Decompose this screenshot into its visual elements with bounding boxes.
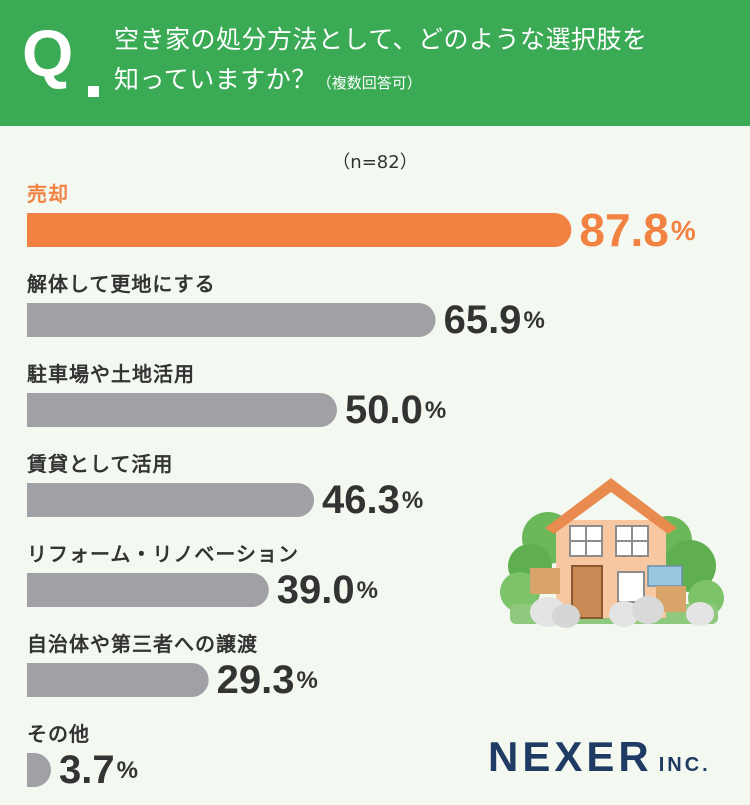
value-unit: % [523, 307, 544, 334]
value-number: 87.8 [579, 204, 669, 256]
category-label: その他 [27, 722, 90, 746]
value-label: 3.7% [59, 748, 138, 792]
value-label: 65.9% [444, 298, 545, 342]
value-unit: % [117, 757, 138, 784]
bar [27, 573, 269, 607]
bar [27, 663, 209, 697]
category-label: 自治体や第三者への譲渡 [27, 632, 258, 656]
question-header: Q 空き家の処分方法として、どのような選択肢を 知っていますか？（複数回答可） [0, 0, 750, 126]
question-mark: Q [22, 16, 74, 90]
category-label: リフォーム・リノベーション [27, 542, 299, 566]
value-unit: % [425, 397, 446, 424]
category-label: 売却 [27, 182, 69, 206]
value-unit: % [297, 667, 318, 694]
question-title: 空き家の処分方法として、どのような選択肢を 知っていますか？（複数回答可） [114, 20, 734, 103]
bar [27, 483, 315, 517]
question-mark-dot [88, 86, 99, 97]
value-number: 50.0 [345, 388, 423, 432]
question-title-note: （複数回答可） [316, 74, 422, 92]
value-number: 65.9 [444, 298, 522, 342]
value-label: 50.0% [345, 388, 446, 432]
brand-suffix: INC. [658, 754, 711, 776]
category-label: 駐車場や土地活用 [27, 362, 195, 386]
question-title-line1: 空き家の処分方法として、どのような選択肢を [114, 25, 648, 54]
bar [27, 753, 51, 787]
house-illustration-icon [500, 478, 724, 628]
value-label: 46.3% [322, 478, 423, 522]
sample-size: （n=82） [332, 152, 418, 173]
bar [27, 303, 436, 337]
value-number: 46.3 [322, 478, 400, 522]
value-unit: % [402, 487, 423, 514]
value-unit: % [671, 215, 696, 246]
bar [27, 213, 572, 247]
value-number: 3.7 [59, 748, 115, 792]
value-label: 87.8% [579, 204, 696, 256]
value-unit: % [357, 577, 378, 604]
brand-logo: NEXER INC. [488, 736, 711, 778]
bar [27, 393, 337, 427]
question-title-line2: 知っていますか？ [114, 65, 317, 94]
value-number: 29.3 [217, 658, 295, 702]
category-label: 解体して更地にする [27, 272, 216, 296]
value-label: 39.0% [277, 568, 378, 612]
value-label: 29.3% [217, 658, 318, 702]
value-number: 39.0 [277, 568, 355, 612]
brand-name: NEXER [488, 733, 653, 780]
bar-series: 売却 87.8% 解体して更地にする 65.9% 駐車場や土地活用 50.0% 賃貸として活… [26, 182, 696, 792]
category-label: 賃貸として活用 [26, 452, 173, 476]
